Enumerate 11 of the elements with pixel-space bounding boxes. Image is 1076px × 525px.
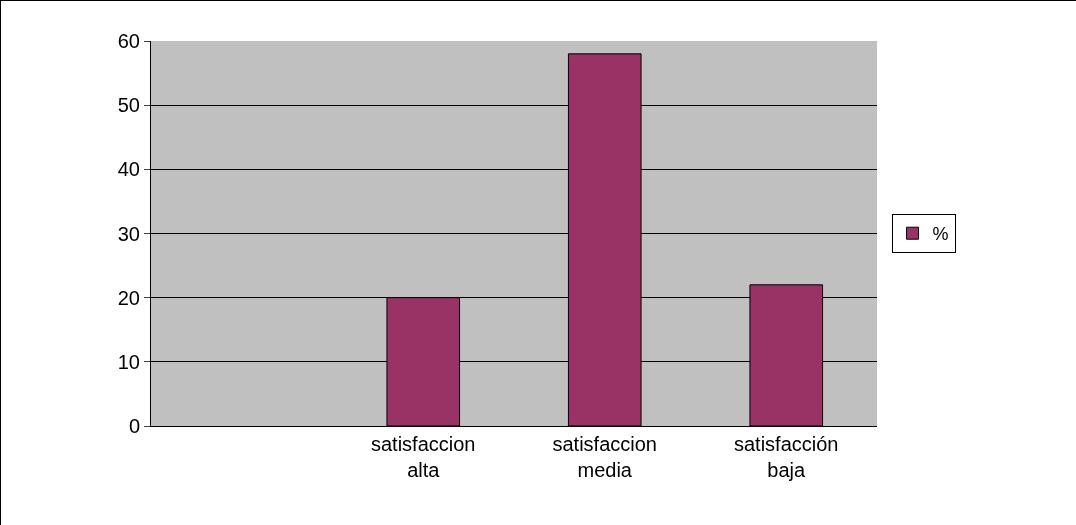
y-tick-label: 0: [128, 415, 140, 437]
y-tick-label: 40: [117, 158, 140, 181]
x-tick-label: satisfacción baja: [734, 433, 839, 481]
x-tick-label: satisfaccion alta: [371, 433, 476, 481]
legend-label: %: [932, 224, 949, 245]
x-tick-label: satisfaccion media: [552, 433, 657, 481]
y-tick-label: 60: [117, 30, 140, 52]
y-tick-label: 50: [117, 94, 140, 117]
y-tick-label: 30: [117, 222, 140, 245]
y-tick-label: 20: [117, 286, 140, 309]
y-tick-label: 10: [117, 350, 140, 373]
